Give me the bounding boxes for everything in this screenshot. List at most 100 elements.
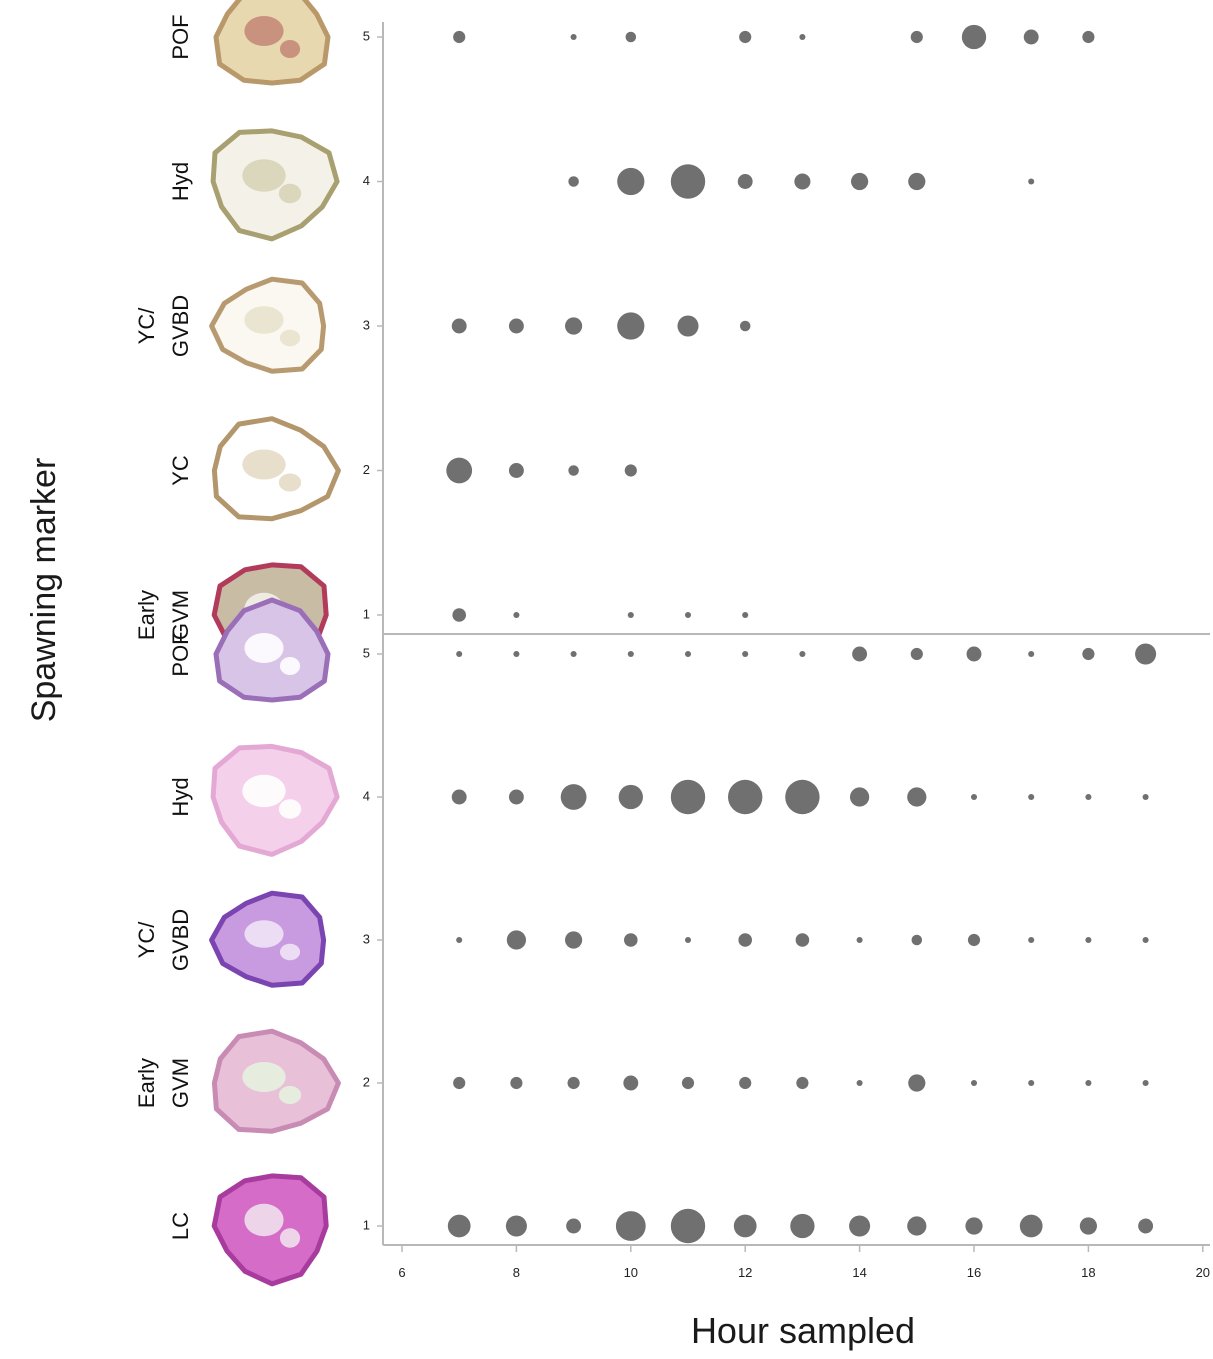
data-point <box>618 784 643 810</box>
data-point <box>910 30 923 44</box>
data-point <box>1142 793 1149 801</box>
data-point <box>967 933 981 947</box>
data-point <box>961 24 987 50</box>
data-point <box>452 608 467 622</box>
data-point <box>907 1216 927 1236</box>
histology-inclusion <box>242 159 286 192</box>
data-point <box>681 1076 695 1090</box>
data-point <box>1028 1079 1035 1087</box>
data-point <box>1028 650 1035 658</box>
data-point <box>447 1214 471 1238</box>
data-point <box>456 650 463 658</box>
x-tick-label: 12 <box>738 1265 752 1280</box>
data-point <box>453 30 466 44</box>
data-point <box>508 318 524 334</box>
data-point <box>510 1076 523 1090</box>
data-point <box>851 172 869 191</box>
data-point <box>1085 1079 1092 1087</box>
x-tick-label: 10 <box>624 1265 638 1280</box>
data-point <box>733 1214 757 1238</box>
yc-gvbd-histology-image <box>209 276 327 374</box>
data-point <box>568 176 579 187</box>
data-point <box>627 611 634 619</box>
data-point <box>1023 29 1039 45</box>
data-point <box>742 650 749 658</box>
data-point <box>670 1208 706 1244</box>
data-point <box>911 934 923 946</box>
x-tick-label: 20 <box>1196 1265 1210 1280</box>
stage-label: GVM <box>168 590 193 640</box>
y-tick-label: 2 <box>363 462 370 477</box>
stage-label: Hyd <box>168 162 193 201</box>
stage-label: YC/ <box>134 307 159 345</box>
stage-label: Hyd <box>168 777 193 816</box>
data-point <box>1138 1218 1154 1234</box>
data-point <box>1079 1217 1097 1235</box>
data-point <box>568 465 579 476</box>
y-tick-label: 4 <box>363 173 370 188</box>
data-point <box>453 1076 466 1090</box>
x-tick-label: 8 <box>513 1265 520 1280</box>
data-point <box>799 33 806 41</box>
histology-inclusion <box>242 449 286 480</box>
data-point <box>908 1074 926 1092</box>
data-point <box>451 789 467 805</box>
data-point <box>617 312 645 340</box>
histology-inclusion <box>279 1228 301 1248</box>
data-point <box>1082 30 1095 44</box>
panel-1: 1 2 3 4 5 POF Hyd YC/GVBD YC Early GVM <box>134 0 1095 676</box>
data-point <box>728 779 763 815</box>
data-point <box>796 1076 809 1090</box>
data-point <box>684 936 692 944</box>
stage-label: GVBD <box>168 909 193 971</box>
data-point <box>1028 178 1035 185</box>
stage-label: YC/ <box>134 921 159 959</box>
data-point <box>907 787 927 807</box>
data-point <box>1135 643 1157 665</box>
data-point <box>1142 936 1149 944</box>
stage-label: Early <box>134 590 159 640</box>
y-tick-label: 2 <box>363 1074 370 1089</box>
data-point <box>1028 936 1035 944</box>
y-tick-label: 5 <box>363 28 370 43</box>
y-tick-label: 1 <box>363 1217 370 1232</box>
data-point <box>739 320 751 332</box>
data-point <box>670 164 706 199</box>
data-point <box>856 936 863 944</box>
histology-inclusion <box>278 799 302 819</box>
data-point <box>739 1076 752 1090</box>
y-tick-label: 5 <box>363 645 370 660</box>
data-point <box>739 30 752 44</box>
histology-inclusion <box>244 306 284 334</box>
data-point <box>799 650 806 658</box>
data-point <box>456 936 463 944</box>
x-tick-label: 16 <box>967 1265 981 1280</box>
data-point <box>852 646 868 662</box>
data-point <box>849 787 870 807</box>
y-axis-title: Spawning marker <box>25 458 63 723</box>
data-point <box>446 457 473 484</box>
data-point <box>785 779 820 815</box>
y-tick-label: 1 <box>363 606 370 621</box>
histology-inclusion <box>244 920 284 948</box>
histology-inclusion <box>244 1203 284 1237</box>
data-point <box>965 1217 983 1235</box>
data-point <box>1142 1079 1149 1087</box>
data-point <box>737 174 753 189</box>
histology-inclusion <box>244 16 284 46</box>
data-point <box>508 789 524 805</box>
x-tick-label: 14 <box>852 1265 866 1280</box>
histology-inclusion <box>279 657 301 675</box>
stage-label: GVM <box>168 1058 193 1108</box>
data-point <box>795 933 810 947</box>
x-tick-label: 6 <box>398 1265 405 1280</box>
data-point <box>566 1218 582 1234</box>
data-point <box>849 1215 871 1237</box>
data-point <box>684 611 692 619</box>
data-point <box>790 1213 815 1239</box>
data-point <box>742 611 749 619</box>
data-point <box>565 931 583 949</box>
